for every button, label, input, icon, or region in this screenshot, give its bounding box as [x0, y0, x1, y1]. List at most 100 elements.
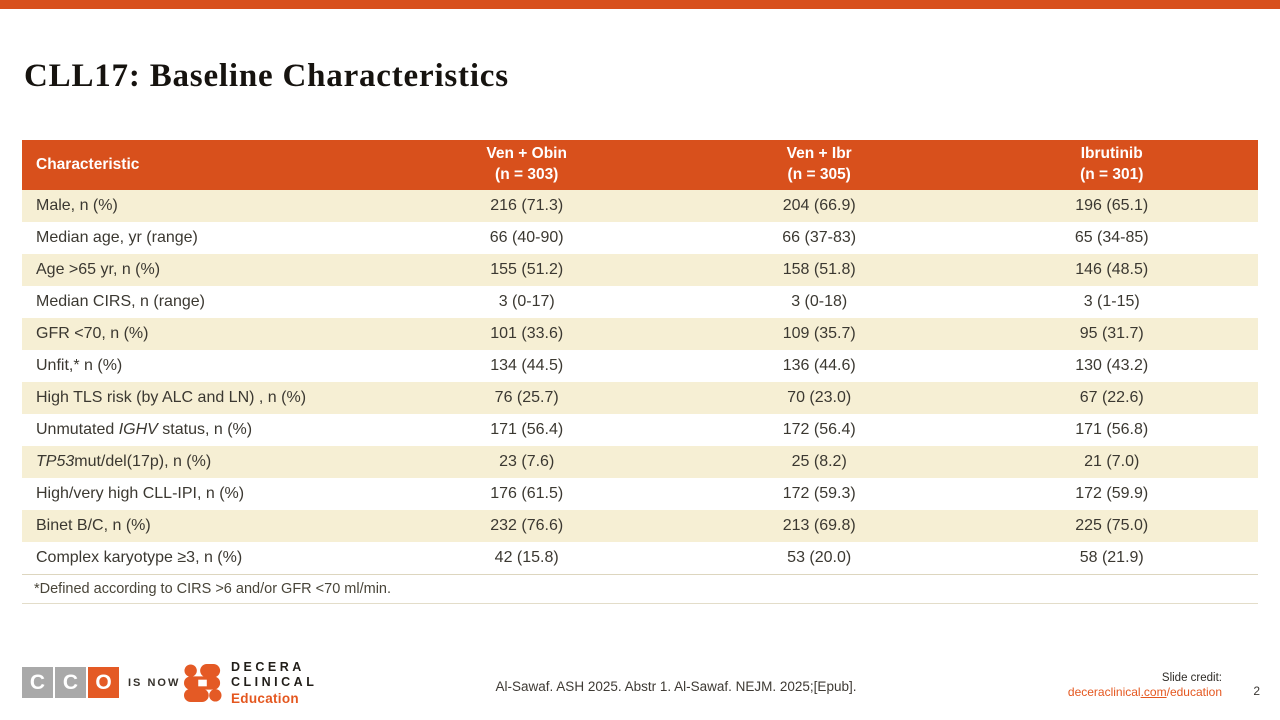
row-value: 172 (56.4): [782, 421, 856, 438]
column-header-ibrutinib: Ibrutinib (n = 301): [965, 140, 1258, 190]
row-value: 134 (44.5): [490, 357, 564, 374]
row-label: Binet B/C, n (%): [22, 510, 380, 542]
column-header-ven-ibr: Ven + Ibr (n = 305): [672, 140, 966, 190]
table-row: High/very high CLL-IPI, n (%) 176 (61.5)…: [22, 478, 1258, 510]
table-row: Age >65 yr, n (%) 155 (51.2) 158 (51.8) …: [22, 254, 1258, 286]
slide-credit-label: Slide credit:: [1161, 672, 1222, 684]
top-accent-bar: [0, 0, 1280, 9]
page-number: 2: [1253, 684, 1260, 698]
data-table: Characteristic Ven + Obin (n = 303) Ven …: [22, 140, 1258, 574]
table-row: Unfit,* n (%) 134 (44.5) 136 (44.6) 130 …: [22, 350, 1258, 382]
decera-line2: CLINICAL: [231, 674, 318, 689]
row-value: 216 (71.3): [490, 197, 564, 214]
table-row: Median CIRS, n (range) 3 (0-17) 3 (0-18)…: [22, 286, 1258, 318]
row-value: 23 (7.6): [499, 453, 555, 470]
row-label-pre: Complex karyotype ≥3, n (%): [36, 549, 243, 566]
row-label-post: mut/del(17p), n (%): [74, 453, 212, 470]
row-label-italic: TP53: [36, 453, 75, 470]
row-value: 76 (25.7): [494, 389, 559, 406]
column-n-count: (n = 301): [1080, 166, 1144, 183]
column-n-count: (n = 303): [495, 166, 559, 183]
column-drug-name: Ibrutinib: [1080, 145, 1143, 163]
row-label-pre: Binet B/C, n (%): [36, 517, 151, 534]
row-value: 232 (76.6): [490, 517, 564, 534]
row-value: 171 (56.8): [1075, 421, 1149, 438]
row-value: 101 (33.6): [490, 325, 564, 342]
row-value: 67 (22.6): [1079, 389, 1144, 406]
row-label: Complex karyotype ≥3, n (%): [22, 542, 380, 574]
row-value: 172 (59.3): [782, 485, 856, 502]
row-value: 204 (66.9): [782, 197, 856, 214]
row-label-pre: GFR <70, n (%): [36, 325, 149, 342]
row-value: 70 (23.0): [787, 389, 852, 406]
row-label-pre: Unmutated: [36, 421, 119, 438]
row-label: GFR <70, n (%): [22, 318, 380, 350]
table-body: Male, n (%) 216 (71.3) 204 (66.9) 196 (6…: [22, 190, 1258, 574]
cco-logo-square-c1: C: [22, 667, 53, 698]
row-value: 58 (21.9): [1079, 549, 1144, 566]
decera-logo-text: DECERA CLINICAL Education: [231, 660, 317, 706]
decera-line3: Education: [231, 690, 299, 706]
row-label-pre: Median CIRS, n (range): [36, 293, 205, 310]
table-header-row: Characteristic Ven + Obin (n = 303) Ven …: [22, 140, 1258, 190]
row-label: Median CIRS, n (range): [22, 286, 380, 318]
slide-credit-link[interactable]: deceraclinical.com/education: [1067, 685, 1222, 700]
row-label-pre: High/very high CLL-IPI, n (%): [36, 485, 245, 502]
decera-logo: DECERA CLINICAL Education: [184, 660, 317, 706]
column-drug-name: Ven + Obin: [486, 145, 567, 163]
slide-credit: Slide credit: deceraclinical.com/educati…: [1068, 671, 1222, 700]
cco-logo-square-o: O: [88, 667, 119, 698]
table-row: Male, n (%) 216 (71.3) 204 (66.9) 196 (6…: [22, 190, 1258, 222]
row-label-post: status, n (%): [157, 421, 253, 438]
footnote: *Defined according to CIRS >6 and/or GFR…: [22, 574, 1258, 604]
table-row: High TLS risk (by ALC and LN) , n (%) 76…: [22, 382, 1258, 414]
row-label: High/very high CLL-IPI, n (%): [22, 478, 380, 510]
column-header-ven-obin: Ven + Obin (n = 303): [380, 140, 673, 190]
decera-logo-icon: [184, 663, 222, 702]
row-value: 66 (40-90): [489, 229, 564, 246]
cco-letter: C: [62, 670, 79, 694]
row-value: 146 (48.5): [1075, 261, 1149, 278]
row-label: Age >65 yr, n (%): [22, 254, 380, 286]
row-label: Unfit,* n (%): [22, 350, 380, 382]
column-header-characteristic: Characteristic: [22, 140, 381, 190]
table-row: Binet B/C, n (%) 232 (76.6) 213 (69.8) 2…: [22, 510, 1258, 542]
row-value: 176 (61.5): [490, 485, 564, 502]
row-label: TP53mut/del(17p), n (%): [22, 446, 380, 478]
row-value: 66 (37-83): [782, 229, 857, 246]
row-label: Male, n (%): [22, 190, 380, 222]
row-value: 21 (7.0): [1084, 453, 1140, 470]
row-value: 65 (34-85): [1074, 229, 1149, 246]
row-value: 136 (44.6): [782, 357, 856, 374]
row-label-pre: Median age, yr (range): [36, 229, 198, 246]
table-row: TP53mut/del(17p), n (%) 23 (7.6) 25 (8.2…: [22, 446, 1258, 478]
row-label: Unmutated IGHV status, n (%): [22, 414, 380, 446]
row-label: Median age, yr (range): [22, 222, 380, 254]
row-value: 155 (51.2): [490, 261, 564, 278]
row-value: 172 (59.9): [1075, 485, 1149, 502]
cco-logo-square-c2: C: [55, 667, 86, 698]
table-row: Complex karyotype ≥3, n (%) 42 (15.8) 53…: [22, 542, 1258, 574]
row-value: 225 (75.0): [1075, 517, 1149, 534]
decera-line1: DECERA: [231, 660, 305, 674]
row-value: 53 (20.0): [787, 549, 852, 566]
citation: Al-Sawaf. ASH 2025. Abstr 1. Al-Sawaf. N…: [495, 679, 857, 694]
row-value: 95 (31.7): [1079, 325, 1144, 342]
row-label-pre: Male, n (%): [36, 197, 118, 214]
column-drug-name: Ven + Ibr: [786, 145, 852, 163]
row-value: 3 (0-17): [498, 293, 555, 310]
column-n-count: (n = 305): [787, 166, 851, 183]
row-value: 109 (35.7): [782, 325, 856, 342]
cco-letter: O: [95, 670, 112, 694]
cco-letter: C: [29, 670, 46, 694]
row-label-pre: Unfit,* n (%): [36, 357, 123, 374]
is-now-label: IS NOW: [128, 677, 181, 689]
cco-logo: C C O: [22, 667, 119, 698]
row-label-pre: Age >65 yr, n (%): [36, 261, 161, 278]
baseline-characteristics-table: Characteristic Ven + Obin (n = 303) Ven …: [22, 140, 1258, 604]
row-value: 213 (69.8): [782, 517, 856, 534]
row-value: 25 (8.2): [791, 453, 847, 470]
row-label: High TLS risk (by ALC and LN) , n (%): [22, 382, 380, 414]
page-title: CLL17: Baseline Characteristics: [24, 58, 509, 94]
